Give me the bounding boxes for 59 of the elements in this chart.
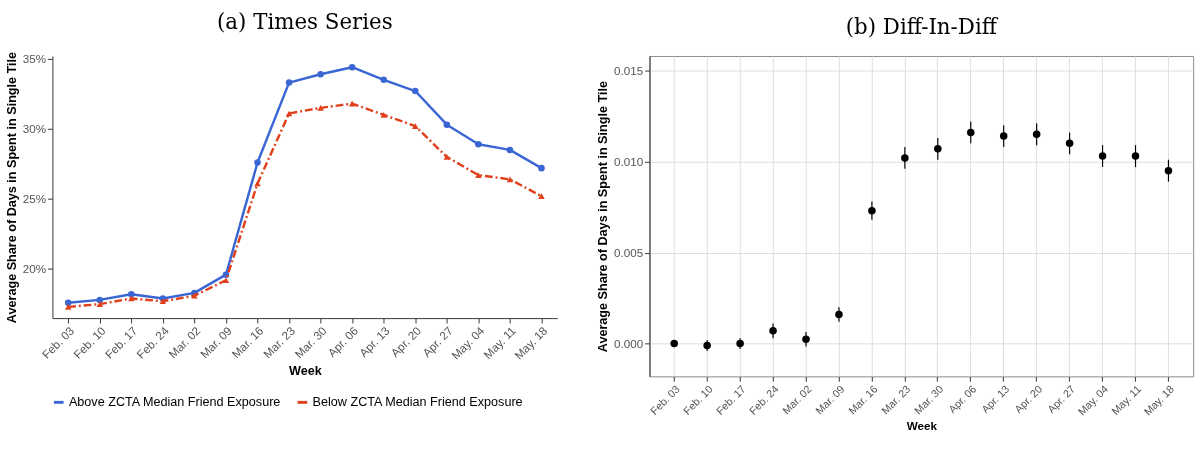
point xyxy=(96,296,104,304)
point xyxy=(475,141,482,148)
y-tick-label: 0.015 xyxy=(614,63,644,77)
x-tick-label: Mar. 23 xyxy=(878,382,913,417)
point xyxy=(254,159,261,166)
y-tick-label: 0.010 xyxy=(614,154,644,168)
x-tick-label: Feb. 03 xyxy=(647,382,682,417)
point xyxy=(64,304,72,310)
x-tick-label: Mar. 16 xyxy=(845,382,880,417)
point xyxy=(380,112,387,118)
y-tick-label: 0.000 xyxy=(614,336,644,350)
point xyxy=(285,79,293,86)
point xyxy=(443,121,451,128)
point xyxy=(96,301,104,307)
point xyxy=(254,180,261,187)
y-tick-label: 0.005 xyxy=(614,245,644,259)
point xyxy=(412,123,419,129)
x-tick-label: Apr. 27 xyxy=(1044,382,1078,416)
point xyxy=(506,146,514,154)
point xyxy=(538,193,545,199)
chart-title: (a) Times Series xyxy=(217,9,393,34)
point xyxy=(506,176,514,183)
point xyxy=(348,63,356,71)
x-axis-title: Week xyxy=(288,364,323,379)
chart-title: (b) Diff-In-Diff xyxy=(845,13,999,39)
y-tick-label: 30% xyxy=(22,122,47,136)
y-tick-label: 25% xyxy=(22,192,47,206)
point xyxy=(380,76,387,84)
x-tick-label: Mar. 02 xyxy=(779,382,814,417)
point xyxy=(317,105,324,111)
x-tick-label: Apr. 06 xyxy=(945,382,979,416)
y-axis-title: Average Share of Days in Spent in Single Tile xyxy=(596,81,611,353)
point xyxy=(443,154,451,160)
point xyxy=(412,87,419,95)
legend-label: Below ZCTA Median Friend Exposure xyxy=(312,395,523,410)
x-tick-label: May. 04 xyxy=(1075,382,1111,418)
point xyxy=(285,110,293,117)
x-tick-label: Apr. 20 xyxy=(388,323,424,360)
x-tick-label: Feb. 17 xyxy=(713,382,748,417)
x-tick-label: Mar. 09 xyxy=(812,382,847,417)
y-axis-title: Average Share of Days in Spent in Single Tile xyxy=(5,51,19,324)
x-tick-label: Apr. 20 xyxy=(1011,382,1045,416)
x-tick-label: May. 18 xyxy=(1141,382,1177,418)
x-axis-title: Week xyxy=(906,419,938,433)
x-tick-label: Apr. 13 xyxy=(978,382,1012,416)
x-tick-label: Mar. 30 xyxy=(911,382,946,417)
x-tick-label: May. 11 xyxy=(1108,382,1144,417)
point xyxy=(538,164,545,172)
point xyxy=(222,277,230,284)
y-tick-label: 20% xyxy=(22,262,47,276)
x-tick-label: Feb. 10 xyxy=(680,382,715,417)
x-tick-label: Feb. 24 xyxy=(746,382,781,417)
point xyxy=(475,172,482,178)
y-tick-label: 35% xyxy=(22,52,47,66)
point xyxy=(317,70,324,78)
point xyxy=(670,339,678,348)
point xyxy=(64,299,72,306)
legend-label: Above ZCTA Median Friend Exposure xyxy=(68,395,281,410)
point xyxy=(128,295,135,302)
